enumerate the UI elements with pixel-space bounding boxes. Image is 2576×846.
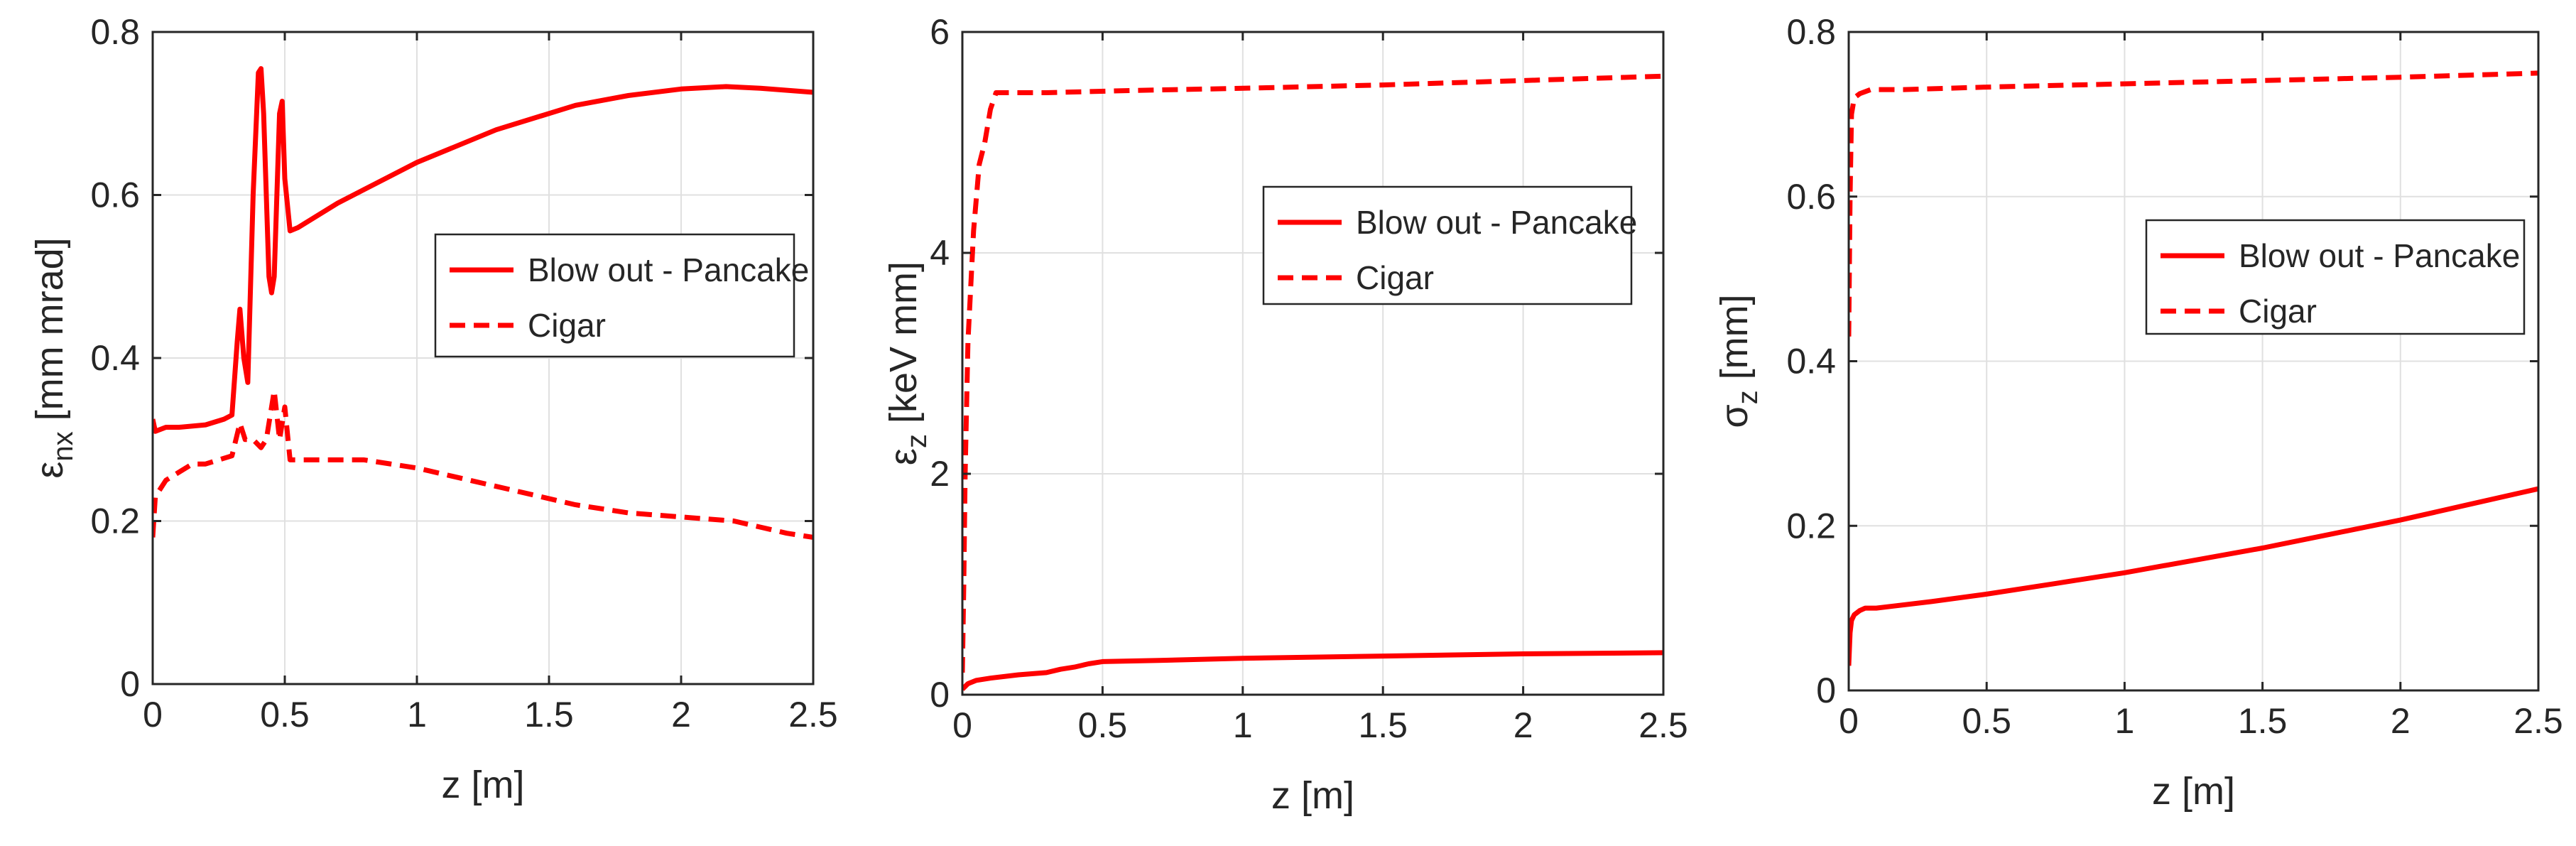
y-axis-unit: [keV mm]: [882, 261, 925, 434]
y-tick-label: 0: [930, 675, 950, 715]
y-tick-label: 0.6: [1786, 177, 1836, 217]
x-tick-label: 2.5: [2513, 701, 2563, 741]
legend-box: [2145, 219, 2526, 335]
y-tick-label: 6: [930, 12, 950, 52]
legend: Blow out - Pancake Cigar: [1262, 185, 1637, 305]
series-line-cigar: [153, 388, 813, 540]
panel-3: 0 0.5 1 1.5 2 2.5 0 0.2 0.4 0.6 0.8 z [m] σz [mm] Blo…: [1713, 12, 2563, 813]
series-line-blow-out-pancake: [962, 650, 1663, 691]
x-tick-label: 1.5: [1358, 705, 1408, 745]
x-tick-label: 2: [2391, 701, 2411, 741]
y-axis-unit: [mm mrad]: [28, 237, 71, 431]
y-axis-label: εz [keV mm]: [882, 261, 933, 465]
x-tick-label: 1.5: [2238, 701, 2288, 741]
y-tick-label: 0.2: [90, 501, 140, 541]
legend-box: [1262, 185, 1633, 305]
x-tick-label: 0.5: [1078, 705, 1128, 745]
legend-label-blow-out-pancake: Blow out - Pancake: [528, 251, 809, 288]
y-tick-label: 0.2: [1786, 506, 1836, 546]
y-axis-unit: [mm]: [1713, 294, 1756, 390]
legend-label-cigar: Cigar: [528, 307, 606, 344]
x-tick-label: 2.5: [788, 695, 838, 734]
x-tick-label: 0: [143, 695, 163, 734]
legend-label-blow-out-pancake: Blow out - Pancake: [1356, 204, 1637, 241]
y-tick-label: 0.4: [90, 338, 140, 378]
series-line-blow-out-pancake: [153, 66, 813, 434]
panel-1: 0 0.5 1 1.5 2 2.5 0 0.2 0.4 0.6 0.8 z [m] εnx [mm mr…: [28, 12, 838, 806]
y-axis-label: εnx [mm mrad]: [28, 237, 79, 478]
x-tick-label: 0: [1839, 701, 1859, 741]
series-line-cigar: [1849, 70, 2538, 337]
y-axis-label: σz [mm]: [1713, 294, 1763, 428]
x-tick-label: 2: [1513, 705, 1533, 745]
series-line-blow-out-pancake: [1849, 486, 2538, 666]
x-tick-label: 1.5: [524, 695, 574, 734]
y-axis-symbol: ε: [882, 448, 925, 465]
legend-label-blow-out-pancake: Blow out - Pancake: [2239, 237, 2520, 274]
y-tick-label: 0: [120, 664, 140, 704]
x-tick-label: 1: [1233, 705, 1253, 745]
x-axis-label: z [m]: [442, 764, 525, 806]
x-tick-label: 2.5: [1638, 705, 1688, 745]
y-tick-label: 0.4: [1786, 342, 1836, 381]
x-tick-label: 1: [407, 695, 427, 734]
x-axis-label: z [m]: [2152, 770, 2235, 813]
legend-label-cigar: Cigar: [1356, 259, 1434, 296]
y-tick-label: 2: [930, 454, 950, 494]
x-axis-label: z [m]: [1271, 774, 1354, 817]
y-tick-label: 4: [930, 233, 950, 273]
series-line-cigar: [962, 73, 1663, 673]
y-tick-label: 0.8: [1786, 12, 1836, 52]
panel-2: 0 0.5 1 1.5 2 2.5 0 2 4 6 z [m] εz [keV mm] Blow out…: [882, 12, 1688, 817]
y-tick-label: 0.8: [90, 12, 140, 52]
y-axis-subscript: z: [1732, 390, 1763, 404]
y-axis-symbol: ε: [28, 462, 71, 479]
x-tick-label: 2: [671, 695, 691, 734]
x-tick-label: 0: [952, 705, 972, 745]
y-axis-subscript: nx: [48, 431, 79, 461]
y-axis-subscript: z: [901, 434, 933, 448]
axes-box: [961, 31, 1665, 696]
legend: Blow out - Pancake Cigar: [2145, 219, 2526, 335]
x-tick-label: 0.5: [260, 695, 310, 734]
y-axis-symbol: σ: [1713, 404, 1756, 428]
legend-label-cigar: Cigar: [2239, 293, 2317, 330]
legend-box: [434, 233, 795, 358]
y-tick-label: 0: [1816, 671, 1836, 710]
x-tick-label: 0.5: [1962, 701, 2011, 741]
y-tick-label: 0.6: [90, 175, 140, 215]
x-tick-label: 1: [2114, 701, 2134, 741]
legend: Blow out - Pancake Cigar: [434, 233, 809, 358]
